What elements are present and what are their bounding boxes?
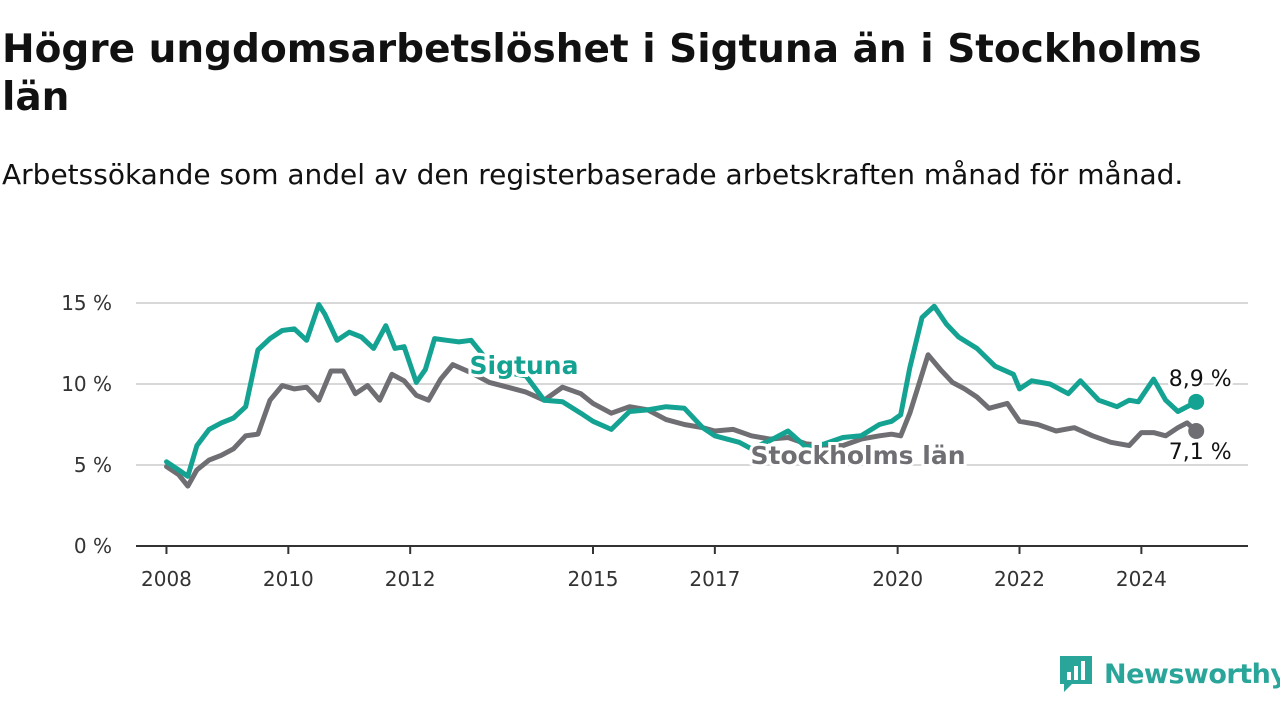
- x-tick-label: 2020: [872, 567, 923, 591]
- series-labels: 8,9 % 7,1 % Sigtuna Stockholms län: [467, 348, 1235, 473]
- end-point-marker: [1188, 422, 1205, 439]
- x-tick-label: 2015: [568, 567, 619, 591]
- series-line-stockholms-lan: [164, 352, 1199, 489]
- x-tick-label: 2012: [385, 567, 436, 591]
- y-tick-label: 10 %: [61, 372, 112, 396]
- y-tick-label: 5 %: [74, 453, 112, 477]
- axes: 0 % 5 % 10 % 15 % 2008 2010 2012 2015 2017 2020 20…: [61, 291, 1248, 591]
- series-lines: [164, 302, 1199, 489]
- brand-logo: Newsworthy: [1058, 652, 1280, 696]
- x-tick-label: 2022: [994, 567, 1045, 591]
- newsworthy-logo-icon: [1060, 656, 1092, 692]
- x-tick-label: 2024: [1116, 567, 1167, 591]
- series-line-sigtuna: [164, 302, 1199, 479]
- brand-name: Newsworthy: [1104, 658, 1280, 690]
- end-value-label: 8,9 %: [1169, 367, 1232, 392]
- chart-subtitle: Arbetssökande som andel av den registerb…: [2, 158, 1184, 191]
- chart-title: Högre ungdomsarbetslöshet i Sigtuna än i…: [2, 27, 1202, 120]
- gridlines: [136, 302, 1248, 466]
- y-tick-label: 0 %: [74, 534, 112, 558]
- series-name-label: Stockholms län: [751, 441, 966, 470]
- y-tick-label: 15 %: [61, 291, 112, 315]
- x-tick-label: 2017: [689, 567, 740, 591]
- x-tick-label: 2008: [141, 567, 192, 591]
- series-name-label: Sigtuna: [470, 351, 579, 380]
- end-point-marker: [1188, 393, 1205, 410]
- x-tick-label: 2010: [263, 567, 314, 591]
- line-chart: 0 % 5 % 10 % 15 % 2008 2010 2012 2015 2017 2020 20…: [61, 291, 1248, 591]
- end-value-label: 7,1 %: [1169, 440, 1232, 465]
